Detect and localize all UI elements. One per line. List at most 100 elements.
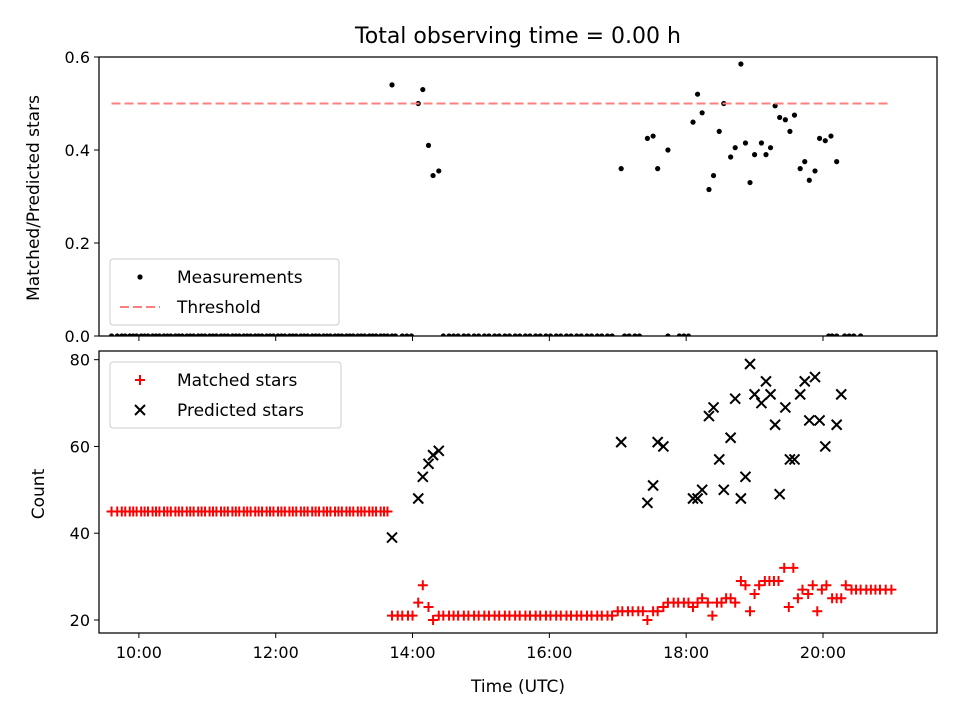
measurement-point	[767, 145, 774, 151]
measurement-point	[471, 333, 477, 336]
y-tick-label: 80	[70, 351, 90, 370]
measurement-point	[732, 145, 738, 151]
predicted-star-point	[819, 440, 831, 453]
bottom-plot-area: 20 40 60 80 10:00 12:00 14:00 16:00 18:00 20:00 Ma…	[70, 350, 938, 662]
matched-star-point	[749, 588, 760, 599]
measurement-point	[851, 333, 857, 336]
y-tick-label: 0.6	[65, 48, 90, 67]
measurement-point	[430, 172, 436, 179]
measurement-point	[404, 333, 410, 336]
y-tick-label: 0.2	[65, 234, 90, 253]
measurement-point	[502, 333, 508, 336]
predicted-star-point	[784, 453, 796, 466]
measurement-point	[738, 61, 744, 67]
axes-frame	[98, 56, 938, 337]
measurement-point	[522, 333, 529, 336]
measurement-point	[450, 333, 457, 336]
measurement-point	[202, 333, 208, 336]
predicted-star-point	[773, 488, 786, 500]
measurement-point	[782, 117, 788, 123]
x-tick-label: 14:00	[389, 643, 435, 662]
measurement-point	[389, 82, 395, 88]
predicted-star-point	[803, 414, 816, 427]
measurement-point	[694, 91, 701, 97]
measurement-point	[537, 333, 543, 336]
matched-star-point	[783, 601, 794, 612]
measurement-point	[481, 333, 487, 336]
matched-star-point	[607, 610, 618, 621]
measurement-point	[282, 333, 288, 336]
measurement-point	[599, 333, 605, 336]
measurement-point	[681, 333, 687, 336]
predicted-star-point	[729, 393, 741, 405]
legend-measurement-swatch	[137, 274, 143, 280]
plot-marks	[106, 358, 897, 625]
predicted-star-point	[835, 388, 847, 401]
predicted-star-point	[647, 479, 659, 492]
legend-label: Predicted stars	[177, 401, 304, 421]
legend-frame	[109, 361, 342, 429]
x-tick-label: 10:00	[116, 643, 162, 662]
plot-marks	[108, 61, 892, 336]
matched-star-point	[730, 597, 741, 608]
measurement-point	[758, 140, 765, 146]
predicted-star-point	[703, 410, 715, 422]
matched-star-point	[773, 575, 784, 586]
predicted-star-point	[788, 453, 801, 466]
measurement-point	[626, 333, 632, 336]
measurement-point	[604, 333, 611, 336]
y-tick-label: 0.4	[65, 141, 90, 160]
predicted-star-point	[760, 375, 772, 388]
predicted-star-point	[735, 492, 747, 505]
measurement-point	[699, 110, 705, 116]
matched-star-point	[803, 588, 814, 599]
matched-star-point	[683, 597, 694, 608]
matched-star-point	[413, 597, 424, 608]
measurement-point	[574, 333, 580, 336]
matched-star-point	[702, 597, 713, 608]
predicted-star-point	[433, 445, 445, 457]
matched-star-point	[821, 580, 832, 591]
predicted-star-point	[739, 471, 752, 483]
x-axis-label: Time (UTC)	[470, 677, 565, 697]
matched-star-point	[792, 593, 803, 604]
measurement-point	[609, 333, 615, 336]
measurement-point	[446, 333, 452, 336]
x-tick-label: 18:00	[663, 643, 709, 662]
legend-label: Threshold	[176, 298, 261, 318]
measurement-point	[270, 333, 277, 336]
legend-label: Matched stars	[177, 371, 297, 391]
measurement-point	[622, 333, 628, 336]
measurement-point	[465, 333, 472, 336]
measurement-point	[543, 333, 549, 336]
predicted-star-point	[755, 397, 768, 409]
measurement-point	[858, 333, 864, 336]
matched-star-point	[707, 610, 718, 621]
predicted-star-point	[764, 388, 777, 401]
matched-star-point	[816, 584, 827, 595]
matched-star-point	[788, 562, 799, 573]
matched-star-point	[428, 614, 439, 625]
measurement-point	[797, 166, 803, 172]
measurement-point	[618, 166, 624, 172]
measurement-point	[156, 333, 163, 336]
predicted-star-point	[707, 401, 720, 414]
matched-star-point	[886, 584, 897, 595]
measurement-point	[644, 135, 651, 141]
matched-star-point	[740, 580, 751, 591]
legend-predicted-swatch	[134, 404, 146, 416]
predicted-star-point	[422, 458, 435, 470]
measurement-point	[191, 333, 197, 336]
measurement-point	[122, 333, 128, 336]
measurement-point	[236, 333, 242, 336]
measurement-point	[425, 142, 432, 148]
measurement-point	[636, 333, 643, 336]
measurement-point	[822, 138, 828, 144]
predicted-star-point	[412, 492, 424, 505]
predicted-star-point	[779, 401, 792, 414]
matched-star-point	[754, 580, 765, 591]
chart-title: Total observing time = 0.00 h	[354, 24, 681, 49]
measurement-point	[834, 159, 840, 165]
measurement-point	[440, 333, 446, 336]
measurement-point	[594, 333, 600, 336]
